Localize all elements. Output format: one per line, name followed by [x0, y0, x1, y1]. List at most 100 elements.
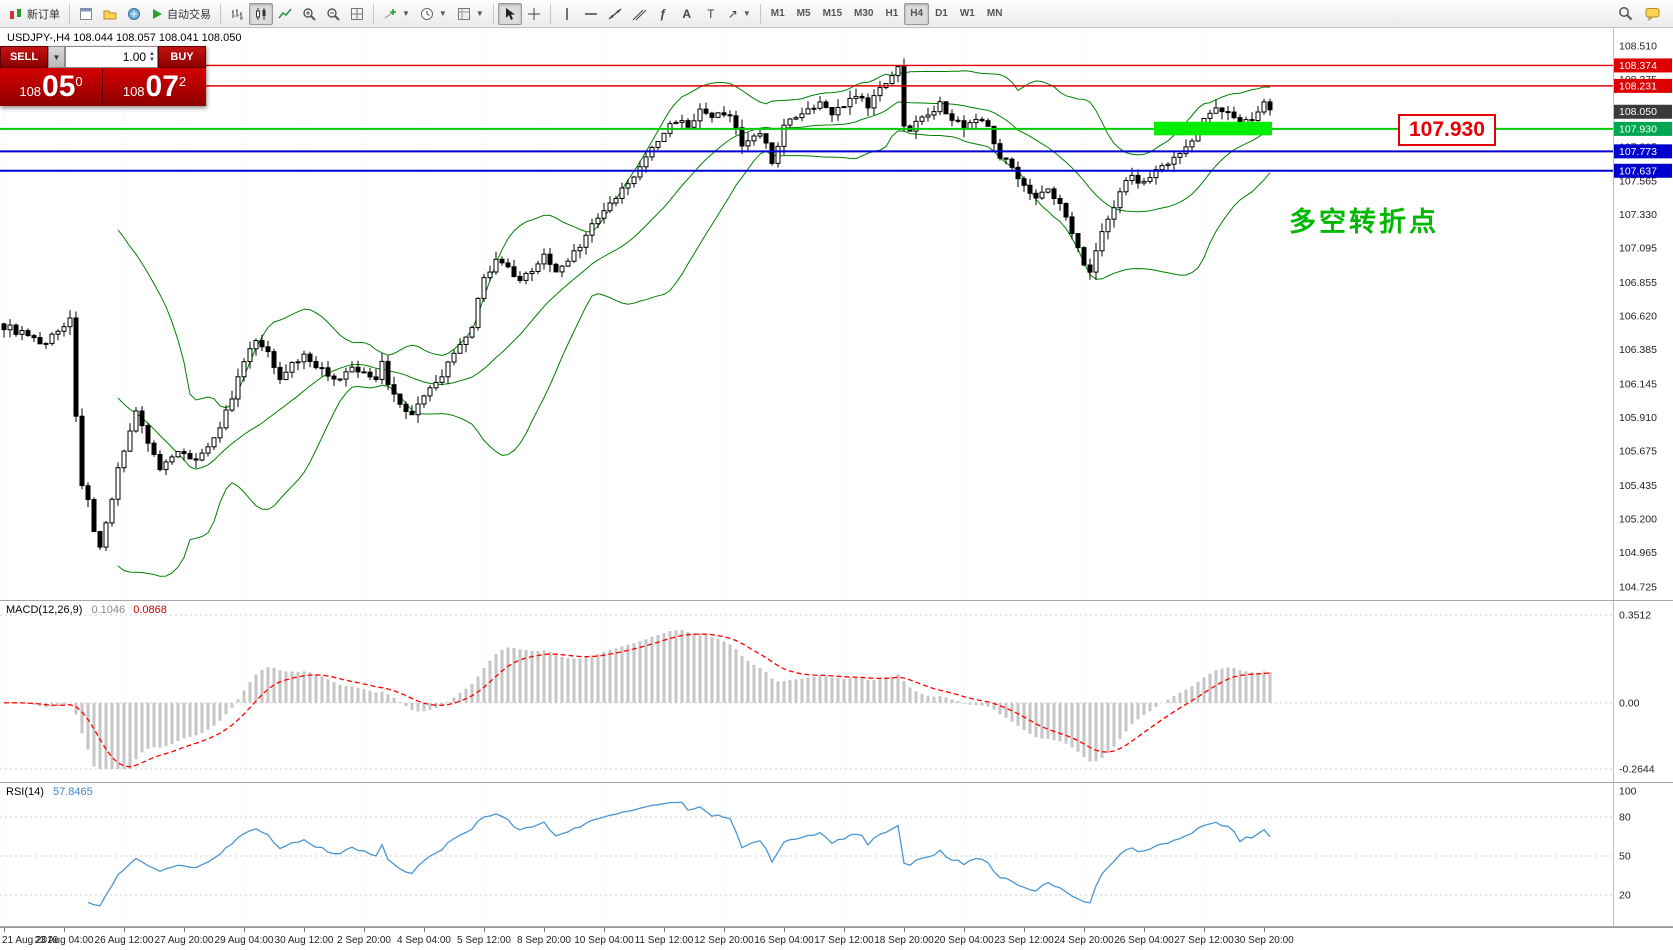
community-button[interactable] — [1640, 3, 1665, 25]
panel-splitter[interactable] — [0, 782, 1673, 783]
panel-splitter[interactable] — [0, 926, 1673, 927]
tf-m1-button[interactable]: M1 — [765, 3, 791, 25]
time-label: 10 Sep 04:00 — [574, 935, 634, 946]
time-tick — [364, 928, 365, 932]
timeframe-label: W1 — [959, 8, 975, 19]
time-tick — [604, 928, 605, 932]
toolbar-separator — [373, 3, 374, 24]
zoom-in-icon — [302, 7, 316, 21]
svg-text:107.330: 107.330 — [1619, 209, 1657, 221]
grid-icon — [350, 7, 364, 21]
bollinger-bands — [117, 70, 1271, 577]
channel-button[interactable] — [627, 3, 651, 25]
svg-text:105.910: 105.910 — [1619, 412, 1657, 424]
tf-m15-button[interactable]: M15 — [817, 3, 848, 25]
price-chart-canvas[interactable]: 108.510108.275108.040107.805107.565107.3… — [0, 28, 1673, 600]
sell-price-main: 05 — [42, 70, 76, 103]
cursor-button[interactable] — [497, 2, 522, 25]
svg-text:106.145: 106.145 — [1619, 379, 1657, 391]
label-icon: T — [707, 6, 715, 21]
macd-panel[interactable]: 0.3512 0.00 -0.2644 MACD(12,26,9) 0.1046 0… — [0, 601, 1673, 782]
chevron-down-icon: ▼ — [438, 9, 447, 18]
time-label: 20 Sep 04:00 — [934, 935, 994, 946]
macd-level-lines — [0, 614, 1613, 770]
fibonacci-button[interactable]: ƒ — [651, 3, 675, 25]
vertical-line-button[interactable] — [555, 3, 579, 25]
chart-window-button[interactable] — [74, 3, 98, 25]
main-chart-panel[interactable]: 108.510108.275108.040107.805107.565107.3… — [0, 28, 1673, 600]
macd-canvas[interactable]: 0.3512 0.00 -0.2644 — [0, 601, 1673, 782]
price-axis[interactable]: 108.510108.275108.040107.805107.565107.3… — [1614, 41, 1672, 594]
text-button[interactable]: A — [675, 3, 699, 25]
timeframe-label: H1 — [885, 8, 899, 19]
buy-price-base: 108 — [122, 83, 145, 99]
highlight-zone[interactable] — [1154, 121, 1272, 136]
horizontal-line-button[interactable] — [579, 3, 603, 25]
time-label: 23 Sep 12:00 — [994, 935, 1054, 946]
tf-m30-button[interactable]: M30 — [848, 3, 879, 25]
rsi-panel[interactable]: 100 80 50 20 RSI(14) 57.8465 — [0, 783, 1673, 926]
time-tick — [484, 928, 485, 932]
volume-up-icon[interactable]: ▲ — [149, 51, 155, 57]
new-order-button[interactable]: 新订单 — [4, 3, 65, 25]
svg-text:100: 100 — [1619, 786, 1637, 798]
buy-price[interactable]: 108 07 2 — [103, 68, 206, 106]
search-button[interactable] — [1613, 3, 1638, 25]
new-order-icon — [9, 7, 23, 21]
svg-text:107.637: 107.637 — [1619, 165, 1657, 177]
bar-chart-mode-button[interactable] — [225, 3, 249, 25]
price-callout-label[interactable]: 107.930 — [1398, 114, 1496, 146]
buy-button[interactable]: BUY — [158, 46, 206, 68]
trendline-button[interactable] — [603, 3, 627, 25]
indicators-button[interactable]: ▼ — [378, 3, 415, 25]
time-tick — [544, 928, 545, 932]
panel-splitter[interactable] — [0, 600, 1673, 601]
tf-h4-button[interactable]: H4 — [904, 2, 930, 25]
sell-price[interactable]: 108 05 0 — [0, 68, 103, 106]
auto-trading-button[interactable]: 自动交易 — [146, 3, 216, 25]
macd-axis[interactable]: 0.3512 0.00 -0.2644 — [1619, 610, 1655, 776]
tf-w1-button[interactable]: W1 — [954, 3, 981, 25]
rsi-axis[interactable]: 100 80 50 20 — [1619, 786, 1637, 902]
time-label: 29 Aug 04:00 — [214, 935, 274, 946]
rsi-label: RSI(14) 57.8465 — [6, 786, 93, 798]
volume-preset-dropdown[interactable]: ▼ — [48, 46, 65, 68]
rsi-level-lines — [0, 816, 1613, 896]
line-chart-mode-button[interactable] — [273, 3, 297, 25]
toolbar-separator — [549, 3, 551, 24]
zoom-out-button[interactable] — [321, 3, 345, 25]
rsi-canvas[interactable]: 100 80 50 20 — [0, 783, 1673, 926]
turning-point-annotation[interactable]: 多空转折点 — [1289, 207, 1439, 237]
arrows-icon: ↗ — [727, 6, 738, 21]
svg-text:50: 50 — [1619, 851, 1631, 863]
candlestick-mode-button[interactable] — [249, 2, 273, 25]
time-label: 2 Sep 20:00 — [337, 935, 391, 946]
time-label: 26 Sep 04:00 — [1114, 935, 1174, 946]
zoom-in-button[interactable] — [297, 3, 321, 25]
periods-button[interactable]: ▼ — [415, 3, 452, 25]
sell-button[interactable]: SELL — [0, 46, 48, 68]
time-label: 17 Sep 12:00 — [814, 935, 874, 946]
tf-d1-button[interactable]: D1 — [929, 3, 954, 25]
chevron-down-icon: ▼ — [475, 9, 484, 18]
cursor-icon — [504, 7, 516, 21]
horizontal-level-lines[interactable] — [0, 64, 1613, 172]
svg-text:80: 80 — [1619, 812, 1631, 824]
tf-m5-button[interactable]: M5 — [791, 3, 817, 25]
time-axis[interactable]: 21 Aug 2019 23 Aug 04:00 26 Aug 12:00 27 Au… — [0, 927, 1673, 950]
label-button[interactable]: T — [699, 3, 723, 25]
terminal-button[interactable] — [122, 3, 146, 25]
tile-windows-button[interactable] — [345, 3, 369, 25]
arrows-button[interactable]: ↗ ▼ — [723, 3, 756, 25]
trendline-icon — [608, 7, 622, 21]
volume-input[interactable]: 1.00 ▲ ▼ — [65, 46, 158, 68]
profiles-button[interactable] — [98, 3, 122, 25]
macd-main-value: 0.1046 — [91, 604, 126, 616]
button-label: 新订单 — [27, 8, 60, 21]
button-label: 自动交易 — [167, 8, 211, 21]
tf-h1-button[interactable]: H1 — [879, 3, 904, 25]
volume-down-icon[interactable]: ▼ — [149, 57, 155, 63]
tf-mn-button[interactable]: MN — [981, 3, 1009, 25]
templates-button[interactable]: ▼ — [452, 3, 489, 25]
crosshair-button[interactable] — [522, 3, 546, 25]
